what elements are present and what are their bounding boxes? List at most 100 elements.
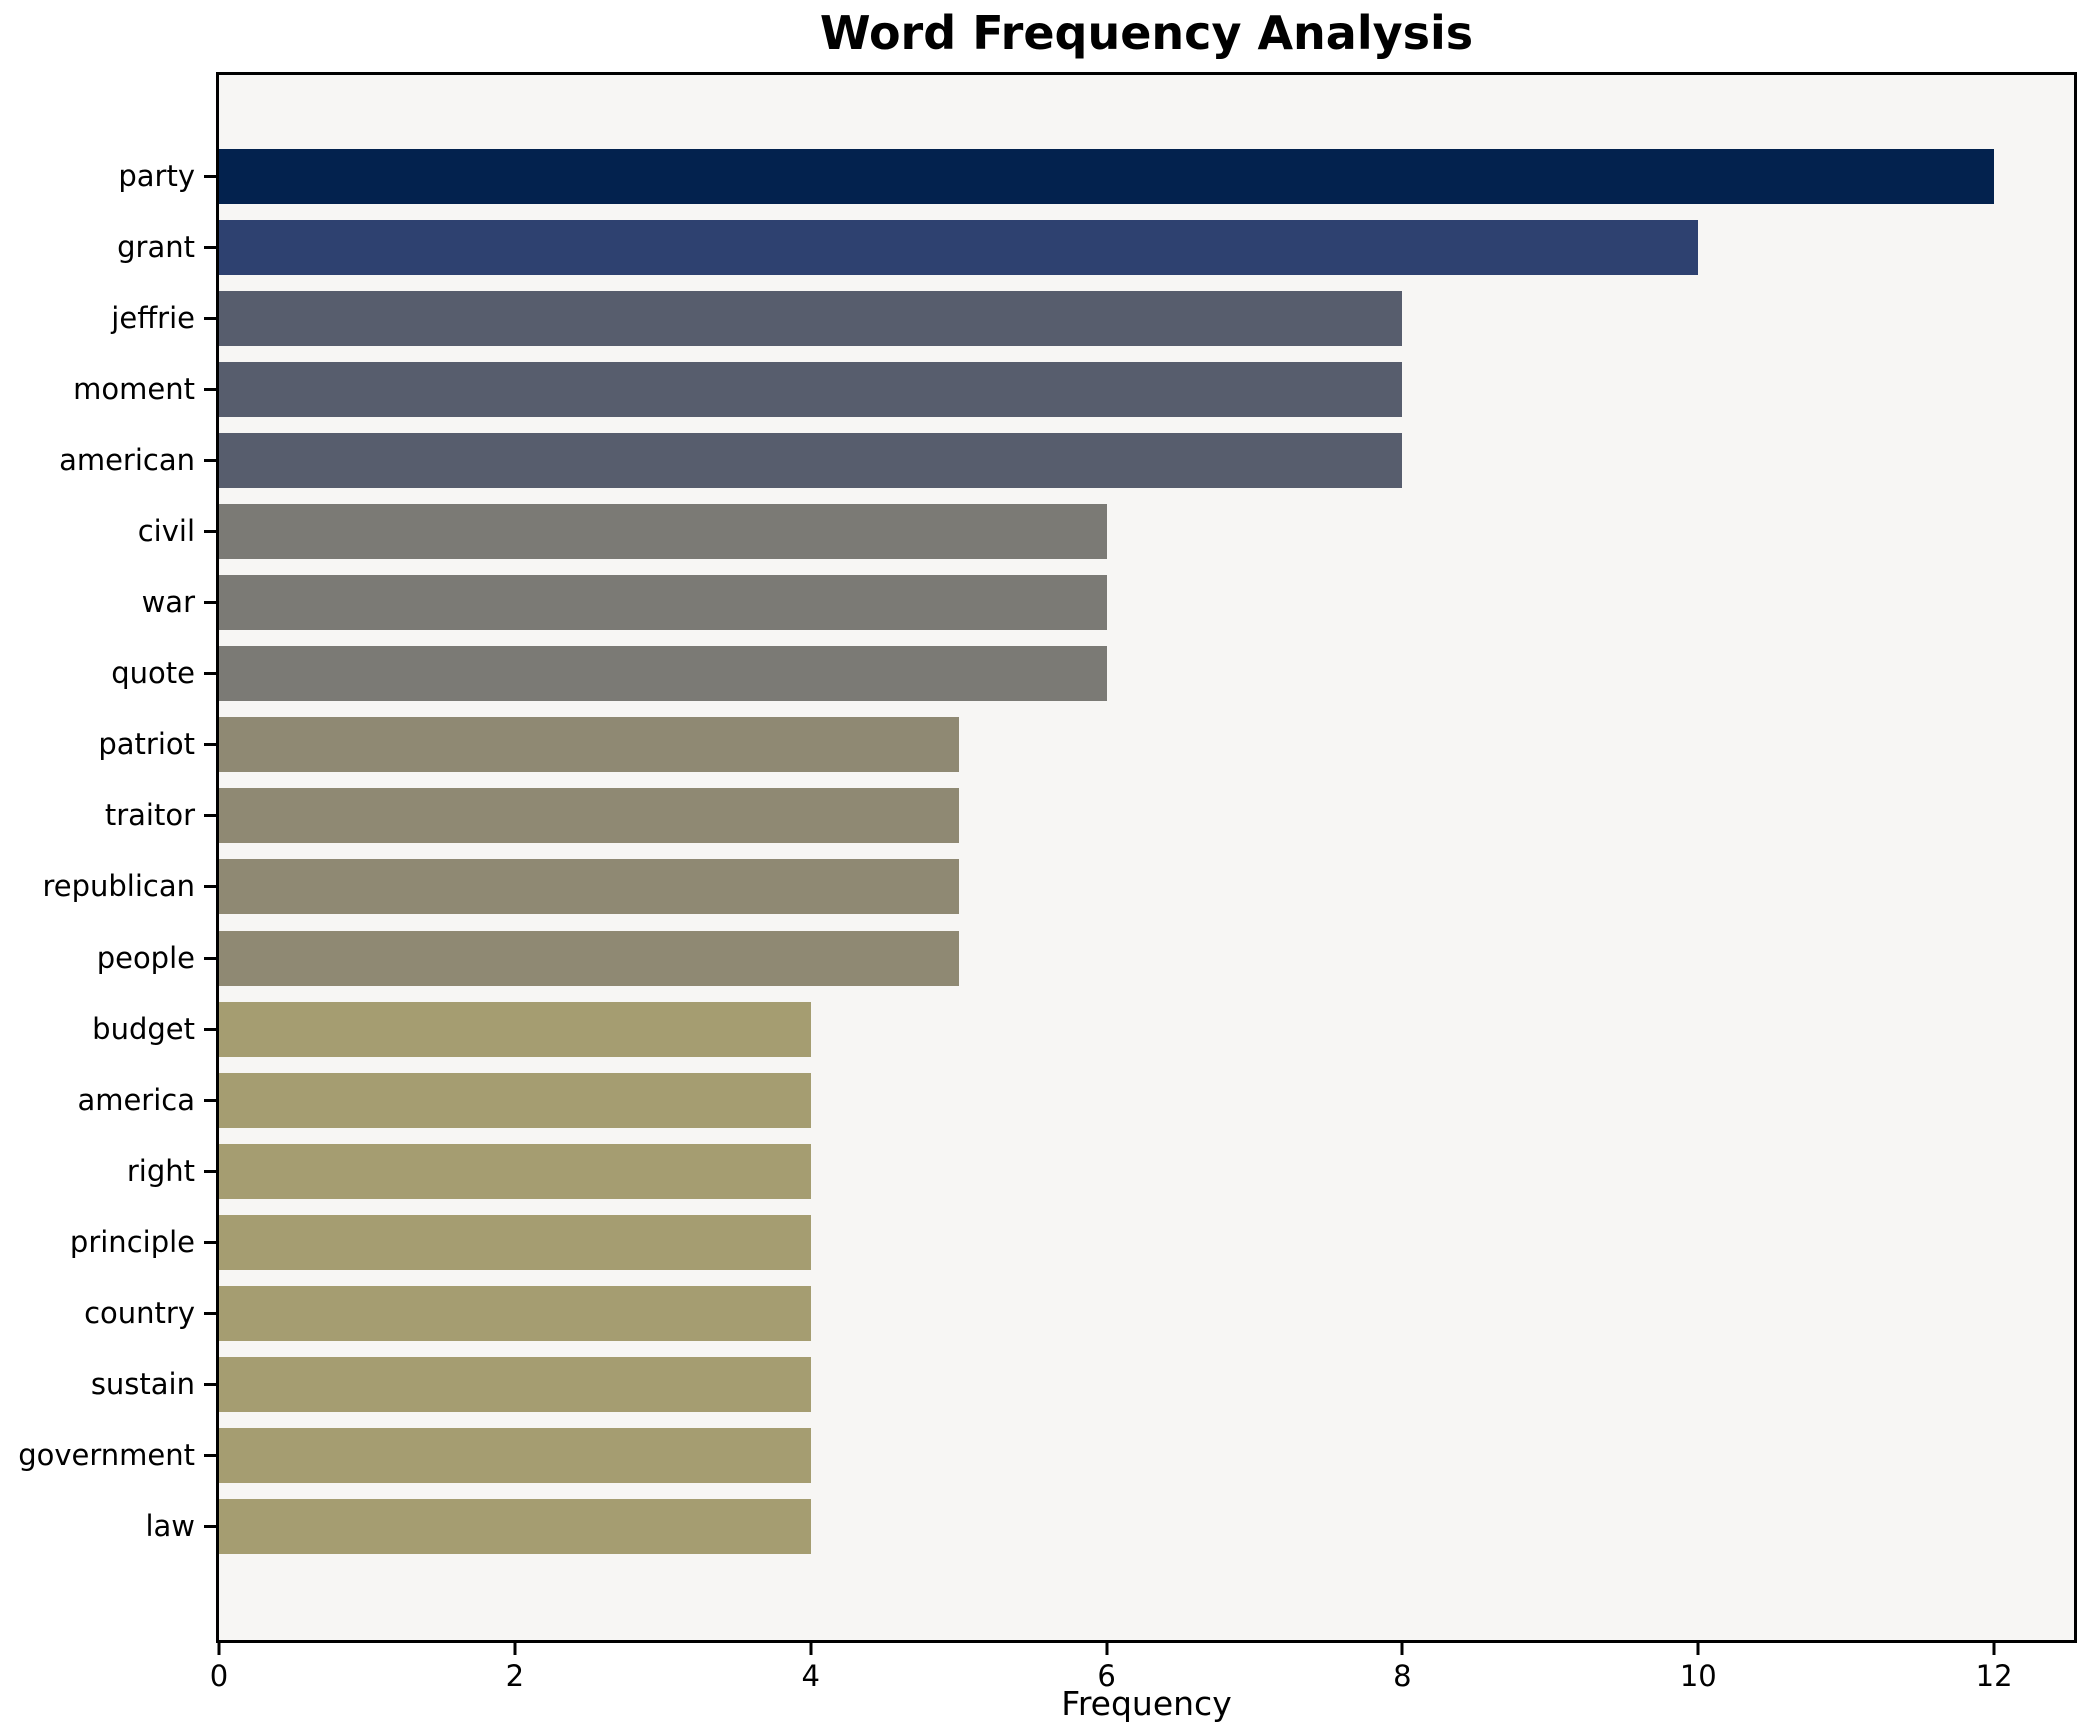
bar-row: patriot bbox=[98, 709, 2074, 780]
y-tick-label: moment bbox=[73, 372, 195, 407]
bar bbox=[219, 1356, 811, 1412]
bar-row: civil bbox=[138, 496, 2074, 567]
x-tick-label: 10 bbox=[1679, 1659, 1717, 1693]
y-tick-mark bbox=[204, 956, 217, 960]
y-tick-label: america bbox=[77, 1082, 195, 1117]
x-tick-label: 2 bbox=[505, 1659, 525, 1693]
bar-row: american bbox=[59, 425, 2074, 496]
bar-row: traitor bbox=[105, 780, 2074, 851]
y-tick-label: people bbox=[96, 940, 195, 975]
bar bbox=[219, 1214, 811, 1270]
bar-row: principle bbox=[70, 1207, 2074, 1278]
y-tick-label: government bbox=[18, 1437, 195, 1472]
y-tick-mark bbox=[204, 1027, 217, 1031]
y-tick-mark bbox=[204, 1240, 217, 1244]
x-tick-mark bbox=[1105, 1642, 1109, 1655]
x-tick-mark bbox=[809, 1642, 813, 1655]
y-tick-label: party bbox=[118, 159, 195, 194]
bar-row: quote bbox=[111, 638, 2074, 709]
y-tick-label: republican bbox=[42, 869, 195, 904]
y-tick-mark bbox=[204, 246, 217, 250]
bar-row: law bbox=[145, 1491, 2074, 1562]
x-tick-mark bbox=[217, 1642, 221, 1655]
bar bbox=[219, 1285, 811, 1341]
y-tick-mark bbox=[204, 1098, 217, 1102]
bar bbox=[219, 220, 1699, 276]
plot-area: party grant jeffrie moment american civil war q… bbox=[18, 72, 2077, 1691]
y-tick-label: principle bbox=[69, 1224, 195, 1259]
bar bbox=[219, 1001, 811, 1057]
y-tick-label: country bbox=[84, 1295, 195, 1330]
y-tick-label: war bbox=[141, 585, 195, 620]
x-axis-label: Frequency bbox=[1061, 1684, 1232, 1722]
bar bbox=[219, 575, 1107, 631]
bar-row: republican bbox=[42, 851, 2074, 922]
y-tick-mark bbox=[204, 601, 217, 605]
y-tick-label: grant bbox=[117, 230, 195, 265]
bar bbox=[219, 433, 1403, 489]
bar bbox=[219, 1072, 811, 1128]
x-tick-mark bbox=[1400, 1642, 1404, 1655]
y-tick-label: american bbox=[59, 443, 195, 478]
y-tick-label: budget bbox=[92, 1011, 195, 1046]
y-tick-mark bbox=[204, 1311, 217, 1315]
x-tick-label: 8 bbox=[1393, 1659, 1412, 1693]
bar-rows-container: party grant jeffrie moment american civil war q… bbox=[18, 75, 2074, 1640]
chart-title: Word Frequency Analysis bbox=[819, 6, 1474, 60]
bar-row: moment bbox=[73, 354, 2074, 425]
bar bbox=[219, 1498, 811, 1554]
x-tick-mark bbox=[1992, 1642, 1996, 1655]
x-tick-label: 0 bbox=[209, 1659, 229, 1693]
bar-row: right bbox=[127, 1136, 2074, 1207]
x-axis-ticks: 0 2 4 6 8 10 12 bbox=[210, 75, 2074, 1691]
y-tick-mark bbox=[204, 672, 217, 676]
bar bbox=[219, 646, 1107, 702]
bar-row: budget bbox=[92, 994, 2074, 1065]
y-tick-label: quote bbox=[111, 656, 195, 691]
bar bbox=[219, 504, 1107, 560]
bar bbox=[219, 149, 1995, 205]
x-tick-label: 4 bbox=[801, 1659, 820, 1693]
bar-row: grant bbox=[117, 212, 2074, 283]
y-tick-mark bbox=[204, 743, 217, 747]
x-tick-mark bbox=[513, 1642, 517, 1655]
bar-row: jeffrie bbox=[111, 283, 2074, 354]
y-tick-mark bbox=[204, 1453, 217, 1457]
y-tick-label: sustain bbox=[90, 1366, 195, 1401]
y-tick-label: right bbox=[126, 1153, 195, 1188]
x-tick-label: 6 bbox=[1097, 1659, 1116, 1693]
bar bbox=[219, 1427, 811, 1483]
y-tick-label: jeffrie bbox=[111, 301, 195, 336]
y-tick-mark bbox=[204, 885, 217, 889]
y-tick-mark bbox=[204, 1524, 217, 1528]
y-tick-label: traitor bbox=[104, 798, 195, 833]
y-tick-mark bbox=[204, 1382, 217, 1386]
bar-row: war bbox=[142, 567, 2074, 638]
bar bbox=[219, 1143, 811, 1199]
bar-row: america bbox=[77, 1065, 2074, 1136]
x-tick-mark bbox=[1696, 1642, 1700, 1655]
y-tick-mark bbox=[204, 317, 217, 321]
bar bbox=[219, 788, 959, 844]
bar bbox=[219, 930, 959, 986]
bar-row: government bbox=[18, 1420, 2074, 1491]
y-tick-mark bbox=[204, 814, 217, 818]
y-tick-mark bbox=[204, 459, 217, 463]
y-tick-mark bbox=[204, 530, 217, 534]
x-tick-label: 12 bbox=[1975, 1659, 2013, 1693]
bar bbox=[219, 362, 1403, 418]
bar-row: party bbox=[118, 141, 2074, 212]
y-tick-mark bbox=[204, 175, 217, 179]
y-tick-label: civil bbox=[137, 514, 195, 549]
bar bbox=[219, 717, 959, 773]
bar-row: people bbox=[97, 923, 2074, 994]
bar-row: country bbox=[84, 1278, 2074, 1349]
y-tick-label: law bbox=[145, 1508, 195, 1543]
y-tick-mark bbox=[204, 388, 217, 392]
bar-row: sustain bbox=[91, 1349, 2074, 1420]
bar bbox=[219, 291, 1403, 347]
y-tick-mark bbox=[204, 1169, 217, 1173]
bar bbox=[219, 859, 959, 915]
y-tick-label: patriot bbox=[98, 727, 195, 762]
